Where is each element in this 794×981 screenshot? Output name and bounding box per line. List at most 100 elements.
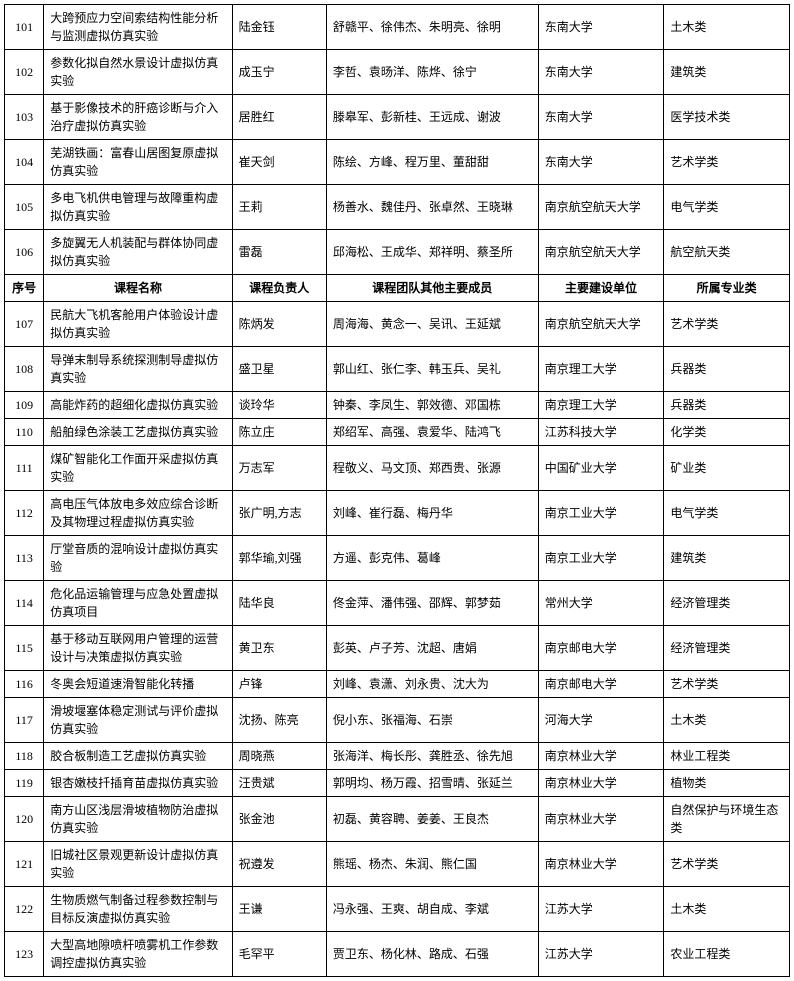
cell-lead: 周晓燕 — [232, 743, 326, 770]
cell-unit: 南京工业大学 — [538, 491, 664, 536]
cell-seq: 108 — [5, 347, 44, 392]
cell-cat: 艺术学类 — [664, 302, 790, 347]
th-team: 课程团队其他主要成员 — [326, 275, 538, 302]
table-row: 117滑坡堰塞体稳定测试与评价虚拟仿真实验沈扬、陈亮倪小东、张福海、石崇河海大学… — [5, 698, 790, 743]
cell-cat: 艺术学类 — [664, 140, 790, 185]
cell-name: 高电压气体放电多效应综合诊断及其物理过程虚拟仿真实验 — [44, 491, 232, 536]
cell-name: 多电飞机供电管理与故障重构虚拟仿真实验 — [44, 185, 232, 230]
table-row: 104芜湖铁画：富春山居图复原虚拟仿真实验崔天剑陈绘、方峰、程万里、董甜甜东南大… — [5, 140, 790, 185]
cell-seq: 121 — [5, 842, 44, 887]
cell-seq: 117 — [5, 698, 44, 743]
cell-cat: 土木类 — [664, 5, 790, 50]
cell-name: 煤矿智能化工作面开采虚拟仿真实验 — [44, 446, 232, 491]
cell-name: 高能炸药的超细化虚拟仿真实验 — [44, 392, 232, 419]
table-row: 114危化品运输管理与应急处置虚拟仿真项目陆华良佟金萍、潘伟强、邵辉、郭梦茹常州… — [5, 581, 790, 626]
table-row: 106多旋翼无人机装配与群体协同虚拟仿真实验雷磊邱海松、王成华、郑祥明、蔡圣所南… — [5, 230, 790, 275]
cell-cat: 土木类 — [664, 698, 790, 743]
cell-lead: 张广明,方志 — [232, 491, 326, 536]
cell-seq: 107 — [5, 302, 44, 347]
cell-cat: 艺术学类 — [664, 671, 790, 698]
cell-cat: 经济管理类 — [664, 626, 790, 671]
cell-unit: 南京邮电大学 — [538, 671, 664, 698]
cell-seq: 115 — [5, 626, 44, 671]
cell-cat: 矿业类 — [664, 446, 790, 491]
cell-seq: 103 — [5, 95, 44, 140]
cell-cat: 土木类 — [664, 887, 790, 932]
cell-unit: 东南大学 — [538, 5, 664, 50]
cell-unit: 南京航空航天大学 — [538, 230, 664, 275]
cell-unit: 南京航空航天大学 — [538, 302, 664, 347]
cell-team: 冯永强、王爽、胡自成、李斌 — [326, 887, 538, 932]
cell-seq: 123 — [5, 932, 44, 977]
cell-team: 张海洋、梅长彤、龚胜丞、徐先旭 — [326, 743, 538, 770]
cell-team: 郭明均、杨万霞、招雪晴、张延兰 — [326, 770, 538, 797]
cell-name: 民航大飞机客舱用户体验设计虚拟仿真实验 — [44, 302, 232, 347]
cell-unit: 南京理工大学 — [538, 347, 664, 392]
cell-team: 舒赣平、徐伟杰、朱明亮、徐明 — [326, 5, 538, 50]
cell-cat: 航空航天类 — [664, 230, 790, 275]
cell-unit: 南京林业大学 — [538, 797, 664, 842]
cell-lead: 盛卫星 — [232, 347, 326, 392]
cell-name: 南方山区浅层滑坡植物防治虚拟仿真实验 — [44, 797, 232, 842]
table-row: 102参数化拟自然水景设计虚拟仿真实验成玉宁李哲、袁旸洋、陈烨、徐宁东南大学建筑… — [5, 50, 790, 95]
table-row: 123大型高地隙喷杆喷雾机工作参数调控虚拟仿真实验毛罕平贾卫东、杨化林、路成、石… — [5, 932, 790, 977]
cell-seq: 122 — [5, 887, 44, 932]
cell-seq: 112 — [5, 491, 44, 536]
cell-seq: 116 — [5, 671, 44, 698]
cell-name: 厅堂音质的混响设计虚拟仿真实验 — [44, 536, 232, 581]
cell-cat: 电气学类 — [664, 491, 790, 536]
course-table-1: 101大跨预应力空间索结构性能分析与监测虚拟仿真实验陆金钰舒赣平、徐伟杰、朱明亮… — [4, 4, 790, 275]
cell-name: 冬奥会短道速滑智能化转播 — [44, 671, 232, 698]
cell-unit: 南京林业大学 — [538, 842, 664, 887]
table-row: 119银杏嫩枝扦插育苗虚拟仿真实验汪贵斌郭明均、杨万霞、招雪晴、张延兰南京林业大… — [5, 770, 790, 797]
cell-name: 基于移动互联网用户管理的运营设计与决策虚拟仿真实验 — [44, 626, 232, 671]
table-row: 115基于移动互联网用户管理的运营设计与决策虚拟仿真实验黄卫东彭英、卢子芳、沈超… — [5, 626, 790, 671]
cell-name: 导弹末制导系统探测制导虚拟仿真实验 — [44, 347, 232, 392]
cell-seq: 101 — [5, 5, 44, 50]
table-row: 122生物质燃气制备过程参数控制与目标反演虚拟仿真实验王谦冯永强、王爽、胡自成、… — [5, 887, 790, 932]
cell-unit: 南京林业大学 — [538, 743, 664, 770]
cell-team: 贾卫东、杨化林、路成、石强 — [326, 932, 538, 977]
cell-lead: 谈玲华 — [232, 392, 326, 419]
cell-name: 胶合板制造工艺虚拟仿真实验 — [44, 743, 232, 770]
table-row: 116冬奥会短道速滑智能化转播卢锋刘峰、袁潇、刘永贵、沈大为南京邮电大学艺术学类 — [5, 671, 790, 698]
cell-lead: 陆金钰 — [232, 5, 326, 50]
cell-team: 彭英、卢子芳、沈超、唐娟 — [326, 626, 538, 671]
cell-team: 陈绘、方峰、程万里、董甜甜 — [326, 140, 538, 185]
cell-cat: 植物类 — [664, 770, 790, 797]
table-row: 103基于影像技术的肝癌诊断与介入治疗虚拟仿真实验居胜红滕皋军、彭新桂、王远成、… — [5, 95, 790, 140]
cell-seq: 111 — [5, 446, 44, 491]
cell-name: 芜湖铁画：富春山居图复原虚拟仿真实验 — [44, 140, 232, 185]
cell-seq: 105 — [5, 185, 44, 230]
cell-cat: 建筑类 — [664, 536, 790, 581]
cell-lead: 汪贵斌 — [232, 770, 326, 797]
cell-cat: 农业工程类 — [664, 932, 790, 977]
cell-unit: 南京林业大学 — [538, 770, 664, 797]
cell-lead: 崔天剑 — [232, 140, 326, 185]
table-header-row: 序号 课程名称 课程负责人 课程团队其他主要成员 主要建设单位 所属专业类 — [5, 275, 790, 302]
table-row: 111煤矿智能化工作面开采虚拟仿真实验万志军程敬义、马文顶、郑西贵、张源中国矿业… — [5, 446, 790, 491]
cell-cat: 电气学类 — [664, 185, 790, 230]
cell-cat: 兵器类 — [664, 392, 790, 419]
cell-cat: 自然保护与环境生态类 — [664, 797, 790, 842]
cell-cat: 艺术学类 — [664, 842, 790, 887]
cell-cat: 建筑类 — [664, 50, 790, 95]
cell-unit: 中国矿业大学 — [538, 446, 664, 491]
cell-name: 多旋翼无人机装配与群体协同虚拟仿真实验 — [44, 230, 232, 275]
cell-lead: 陈炳发 — [232, 302, 326, 347]
table-row: 112高电压气体放电多效应综合诊断及其物理过程虚拟仿真实验张广明,方志刘峰、崔行… — [5, 491, 790, 536]
table-row: 110船舶绿色涂装工艺虚拟仿真实验陈立庄郑绍军、高强、袁爱华、陆鸿飞江苏科技大学… — [5, 419, 790, 446]
cell-unit: 东南大学 — [538, 50, 664, 95]
cell-name: 滑坡堰塞体稳定测试与评价虚拟仿真实验 — [44, 698, 232, 743]
cell-unit: 常州大学 — [538, 581, 664, 626]
table-row: 109高能炸药的超细化虚拟仿真实验谈玲华钟秦、李凤生、郭效德、邓国栋南京理工大学… — [5, 392, 790, 419]
cell-unit: 南京航空航天大学 — [538, 185, 664, 230]
cell-lead: 张金池 — [232, 797, 326, 842]
cell-lead: 王莉 — [232, 185, 326, 230]
cell-lead: 卢锋 — [232, 671, 326, 698]
cell-seq: 119 — [5, 770, 44, 797]
th-seq: 序号 — [5, 275, 44, 302]
th-lead: 课程负责人 — [232, 275, 326, 302]
cell-team: 方遥、彭克伟、葛峰 — [326, 536, 538, 581]
cell-seq: 120 — [5, 797, 44, 842]
